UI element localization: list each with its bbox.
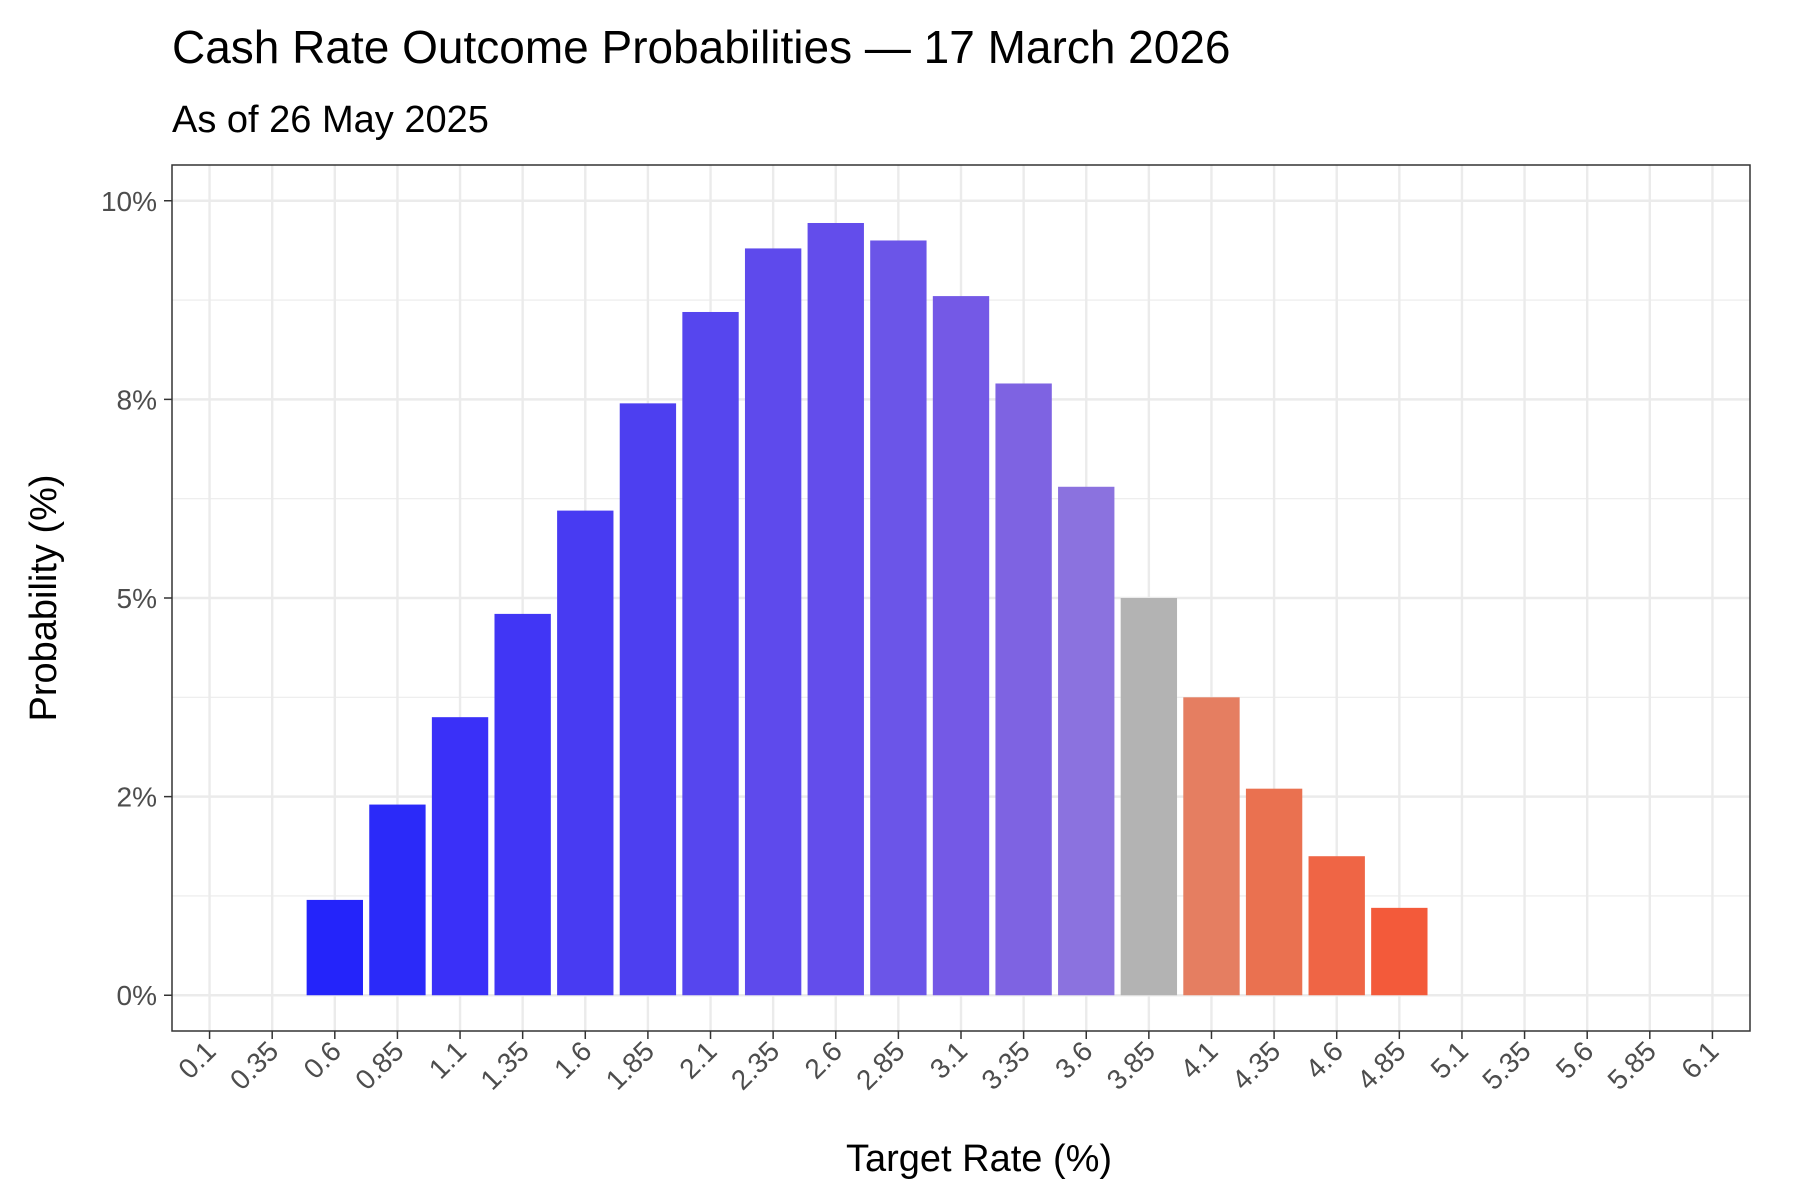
bar-1.35: [494, 613, 551, 996]
y-axis-title: Probability (%): [23, 474, 65, 721]
chart-subtitle: As of 26 May 2025: [172, 99, 489, 141]
x-tick-label: 0.35: [224, 1035, 284, 1095]
x-tick-label: 3.85: [1101, 1035, 1161, 1095]
x-tick-label: 3.35: [975, 1035, 1035, 1095]
y-tick-label: 2%: [117, 782, 157, 813]
bar-2.35: [744, 248, 802, 996]
bar-2.6: [807, 222, 864, 996]
x-tick-label: 6.1: [1675, 1035, 1724, 1084]
x-tick-label: 2.35: [725, 1035, 785, 1095]
x-tick-label: 5.1: [1425, 1035, 1474, 1084]
bar-4.6: [1308, 856, 1365, 996]
x-tick-label: 4.85: [1351, 1035, 1411, 1095]
bar-2.85: [870, 240, 927, 996]
x-tick-label: 4.1: [1174, 1035, 1223, 1084]
x-tick-label: 0.85: [349, 1035, 409, 1095]
bar-1.1: [431, 717, 489, 996]
y-tick-label: 0%: [117, 980, 157, 1011]
bar-4.85: [1371, 907, 1428, 996]
chart-title: Cash Rate Outcome Probabilities — 17 Mar…: [172, 21, 1231, 73]
bar-0.85: [369, 804, 426, 996]
x-tick-label: 0.1: [172, 1035, 221, 1084]
x-tick-label: 5.85: [1602, 1035, 1662, 1095]
x-axis: 0.1 0.35 0.6 0.85 1.1 1.35 1.6 1.85 2.1 2.35 2.6 2.…: [172, 1031, 1725, 1096]
y-axis: 0% 2% 5% 8% 10%: [101, 186, 172, 1011]
bar-4.35: [1245, 788, 1303, 996]
x-tick-label: 3.1: [924, 1035, 973, 1084]
x-tick-label: 4.6: [1300, 1035, 1349, 1084]
bar-0.6: [306, 899, 363, 996]
x-tick-label: 2.85: [850, 1035, 910, 1095]
x-tick-label: 0.6: [298, 1035, 347, 1084]
y-tick-label: 10%: [101, 186, 157, 217]
x-tick-label: 3.6: [1049, 1035, 1098, 1084]
bar-4.1: [1183, 697, 1240, 996]
x-tick-label: 2.1: [673, 1035, 722, 1084]
x-axis-title: Target Rate (%): [846, 1138, 1112, 1180]
x-tick-label: 4.35: [1226, 1035, 1286, 1095]
x-tick-label: 5.35: [1476, 1035, 1536, 1095]
x-tick-label: 1.6: [548, 1035, 597, 1084]
bar-1.6: [557, 510, 614, 996]
bars: [306, 222, 1428, 996]
x-tick-label: 1.85: [600, 1035, 660, 1095]
y-tick-label: 8%: [117, 384, 157, 415]
x-tick-label: 5.6: [1550, 1035, 1599, 1084]
x-tick-label: 2.6: [799, 1035, 848, 1084]
bar-1.85: [619, 403, 677, 996]
bar-3.35: [995, 383, 1052, 996]
y-tick-label: 5%: [117, 583, 157, 614]
x-tick-label: 1.1: [423, 1035, 472, 1084]
bar-3.6: [1058, 486, 1115, 996]
bar-2.1: [682, 311, 739, 996]
x-tick-label: 1.35: [474, 1035, 534, 1095]
bar-3.85: [1120, 598, 1178, 996]
bar-3.1: [932, 296, 990, 996]
